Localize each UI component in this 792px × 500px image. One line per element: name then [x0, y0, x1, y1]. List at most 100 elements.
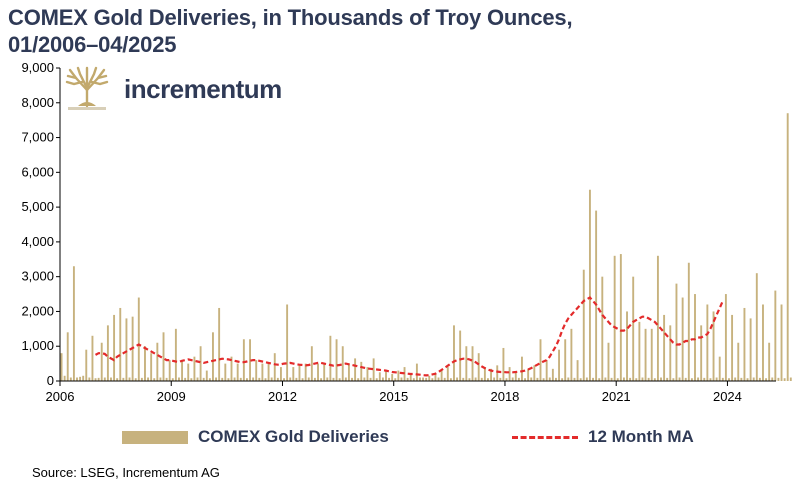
x-tick-label: 2006: [46, 389, 75, 404]
bar: [539, 339, 542, 381]
bar: [190, 378, 193, 381]
bar: [653, 378, 656, 381]
bar: [585, 377, 588, 381]
bar: [465, 346, 468, 381]
y-tick-label: 3,000: [21, 269, 54, 284]
bar: [317, 363, 319, 381]
bar: [212, 332, 214, 381]
bar: [412, 378, 415, 381]
bar: [622, 377, 625, 381]
bar: [576, 360, 579, 381]
bar: [304, 363, 307, 381]
bar: [592, 377, 594, 381]
y-tick-label: 8,000: [21, 95, 54, 110]
bar: [734, 377, 737, 381]
bar: [255, 360, 258, 381]
bar: [709, 378, 712, 381]
bar: [354, 358, 357, 381]
bar: [205, 370, 208, 381]
bar: [650, 328, 653, 381]
bar: [446, 367, 449, 381]
bar: [381, 377, 384, 381]
bar: [66, 332, 69, 381]
bar: [76, 377, 78, 381]
bar: [369, 377, 372, 381]
bar: [307, 377, 310, 381]
bar: [533, 365, 536, 381]
bar: [765, 378, 768, 381]
bar: [239, 377, 242, 381]
bar: [490, 368, 493, 381]
bar: [150, 353, 153, 381]
bar: [116, 378, 119, 381]
bar: [63, 375, 66, 381]
bar: [567, 377, 570, 381]
bar: [406, 377, 409, 381]
bar: [94, 378, 97, 381]
bar: [134, 378, 137, 381]
bar: [521, 356, 523, 381]
bar: [511, 377, 514, 381]
logo-text: incrementum: [124, 73, 282, 104]
bar: [780, 304, 783, 381]
bar: [626, 311, 628, 381]
bar: [477, 353, 480, 381]
bar: [174, 328, 177, 381]
bar: [279, 367, 282, 381]
bar-series: [60, 113, 792, 381]
bar: [453, 325, 455, 381]
legend-label-deliveries: COMEX Gold Deliveries: [198, 427, 389, 446]
ma-series: [94, 296, 724, 377]
bar: [347, 363, 350, 381]
bar: [610, 377, 613, 381]
title-line-2: 01/2006–04/2025: [8, 32, 177, 57]
bar: [632, 276, 635, 381]
bar: [196, 377, 199, 381]
bar: [320, 378, 323, 381]
bar: [236, 363, 239, 381]
bar: [72, 266, 75, 381]
bar: [783, 378, 786, 381]
bar: [684, 377, 687, 381]
source-note: Source: LSEG, Incrementum AG: [32, 465, 220, 480]
bar: [156, 342, 159, 381]
bar: [663, 314, 666, 381]
bar: [415, 363, 418, 381]
bar: [638, 321, 641, 381]
bar: [106, 325, 109, 381]
bar: [558, 349, 560, 381]
bar: [422, 377, 425, 381]
y-axis: 0 1,000 2,000 3,000 4,000 5,000 6,000 7,000 8,00…: [21, 60, 61, 388]
bar: [687, 262, 690, 381]
bar: [110, 377, 112, 381]
bar: [712, 311, 715, 381]
bar: [771, 377, 774, 381]
bar: [360, 361, 363, 381]
bar: [199, 346, 202, 381]
x-tick-label: 2021: [602, 389, 631, 404]
y-tick-label: 1,000: [21, 338, 54, 353]
bar: [527, 368, 530, 381]
bar: [276, 377, 279, 381]
bar: [258, 377, 261, 381]
bar: [440, 370, 443, 381]
bar: [224, 363, 227, 381]
bar: [394, 378, 397, 381]
bar: [431, 378, 434, 381]
bar: [397, 370, 400, 381]
bar: [249, 339, 251, 381]
bar: [298, 365, 301, 381]
bar: [375, 378, 378, 381]
bar: [728, 378, 730, 381]
bar: [218, 307, 221, 381]
bar: [378, 372, 381, 381]
bar: [524, 378, 526, 381]
bar: [147, 377, 150, 381]
bar: [579, 378, 582, 381]
bar: [656, 255, 659, 381]
bar: [774, 290, 777, 381]
bar: [171, 378, 174, 381]
bar: [313, 377, 316, 381]
bar: [703, 377, 706, 381]
y-tick-label: 0: [47, 373, 54, 388]
